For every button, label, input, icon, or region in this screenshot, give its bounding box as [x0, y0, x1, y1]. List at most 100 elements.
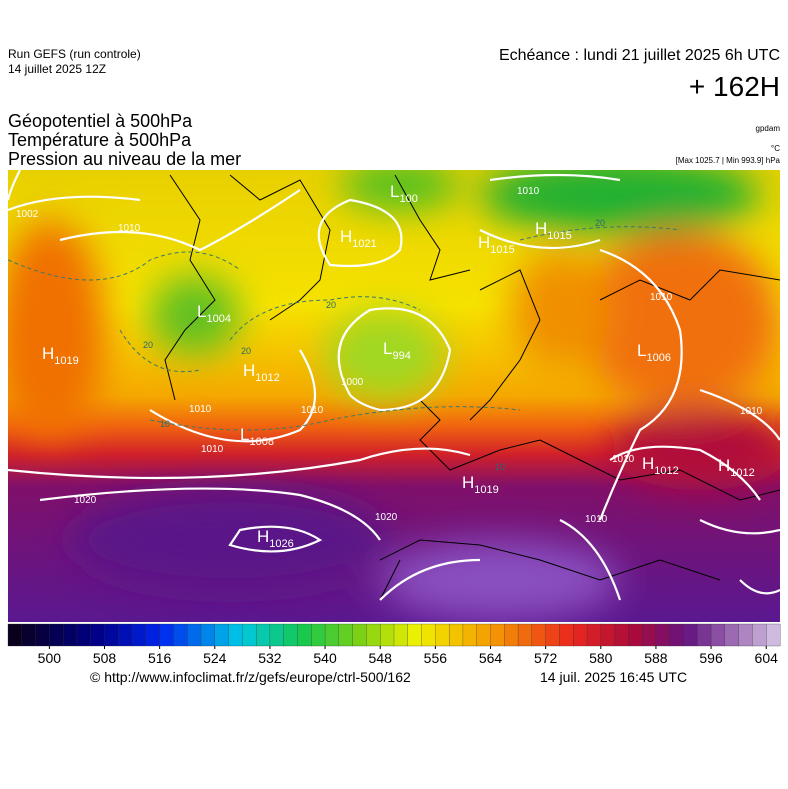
colorbar-swatch [669, 623, 684, 647]
colorbar-swatch [655, 623, 671, 647]
colorbar-swatch [421, 623, 436, 647]
temperature-label: 10 [160, 419, 170, 429]
isobar-label: 1010 [301, 405, 324, 416]
pressure-kind: H [243, 361, 255, 380]
colorbar-swatch [35, 623, 50, 647]
pressure-kind: H [478, 233, 490, 252]
colorbar-swatch [462, 623, 478, 647]
map-title: Température à 500hPa [8, 130, 192, 150]
colorbar-swatch [118, 623, 133, 647]
colorbar-tick-label: 580 [589, 650, 613, 666]
pressure-center: H1012 [718, 456, 755, 479]
pressure-kind: L [240, 425, 249, 444]
isobar-label: 1010 [585, 514, 608, 525]
colorbar-swatch [448, 623, 464, 647]
pressure-value: 1026 [269, 538, 293, 550]
isobar-label: 1010 [612, 454, 635, 465]
colorbar-swatch [517, 623, 533, 647]
colorbar-swatch [297, 623, 312, 647]
colorbar-swatch [531, 623, 547, 647]
pressure-center: H1019 [462, 473, 499, 496]
colorbar-swatch [131, 623, 147, 647]
pressure-center: L1008 [240, 425, 274, 448]
isobar-label: 1010 [201, 444, 224, 455]
pressure-value: 1008 [249, 436, 273, 448]
pressure-value: 1021 [352, 238, 376, 250]
map [8, 170, 780, 622]
pressure-center: H1012 [243, 361, 280, 384]
generated-time: 14 juil. 2025 16:45 UTC [540, 669, 687, 685]
colorbar-swatch [255, 623, 271, 647]
isobar-label: 1020 [375, 512, 398, 523]
pressure-center: H1019 [42, 344, 79, 367]
pressure-center: L994 [383, 339, 411, 362]
run-label: Run GEFS (run controle) [8, 47, 141, 61]
pressure-value: 1019 [474, 484, 498, 496]
colorbar-swatch [407, 623, 423, 647]
pressure-kind: H [340, 227, 352, 246]
colorbar-swatch [710, 623, 726, 647]
colorbar-swatch [504, 623, 519, 647]
colorbar-swatch [228, 623, 243, 647]
colorbar-swatch [752, 623, 767, 647]
colorbar-swatch [724, 623, 740, 647]
pressure-value: 1015 [490, 244, 514, 256]
pressure-kind: H [42, 344, 54, 363]
pressure-center: L100 [390, 182, 418, 205]
colorbar-tick-label: 508 [93, 650, 117, 666]
colorbar-swatch [76, 623, 92, 647]
colorbar-tick-label: 548 [369, 650, 393, 666]
pressure-center: H1026 [257, 527, 294, 550]
isobar-label: 1000 [341, 377, 364, 388]
colorbar-swatch [104, 623, 119, 647]
colorbar-swatch [697, 623, 712, 647]
colorbar-swatch [559, 623, 574, 647]
colorbar-swatch [476, 623, 491, 647]
pressure-center: L1006 [637, 341, 671, 364]
isobar-label: 1010 [650, 292, 673, 303]
colorbar-swatch [766, 623, 781, 647]
colorbar-tick-label: 556 [424, 650, 448, 666]
valid-time: Echéance : lundi 21 juillet 2025 6h UTC [499, 47, 780, 64]
pressure-value: 994 [392, 350, 410, 362]
colorbar-tick-label: 500 [38, 650, 62, 666]
colorbar-swatch [338, 623, 354, 647]
colorbar-tick-label: 588 [644, 650, 668, 666]
colorbar-swatch [269, 623, 285, 647]
colorbar-swatch [366, 623, 381, 647]
isobar-label: 1010 [740, 406, 763, 417]
pressure-value: 1012 [255, 372, 279, 384]
colorbar-swatch [641, 623, 657, 647]
pressure-kind: H [462, 473, 474, 492]
unit-label: [Max 1025.7 | Min 993.9] hPa [676, 156, 781, 165]
colorbar-swatch [214, 623, 230, 647]
pressure-kind: L [197, 302, 206, 321]
source-link: © http://www.infoclimat.fr/z/gefs/europe… [90, 669, 411, 685]
pressure-value: 1015 [547, 230, 571, 242]
colorbar-swatch [490, 623, 505, 647]
pressure-value: 1019 [54, 355, 78, 367]
lead-time: + 162H [689, 71, 780, 102]
colorbar-swatch [545, 623, 560, 647]
colorbar-swatch [62, 623, 78, 647]
colorbar-tick-label: 564 [479, 650, 503, 666]
unit-label: °C [771, 144, 780, 153]
pressure-kind: L [637, 341, 646, 360]
map-title: Géopotentiel à 500hPa [8, 111, 193, 131]
colorbar-swatch [352, 623, 367, 647]
colorbar-swatch [7, 623, 23, 647]
colorbar-swatch [187, 623, 202, 647]
pressure-center: H1015 [535, 219, 572, 242]
pressure-kind: H [718, 456, 730, 475]
colorbar-swatch [380, 623, 395, 647]
pressure-kind: L [383, 339, 392, 358]
pressure-kind: H [535, 219, 547, 238]
map-title: Pression au niveau de la mer [8, 149, 241, 169]
colorbar-swatch [200, 623, 216, 647]
colorbar-tick-label: 532 [258, 650, 282, 666]
isobar-label: 1010 [517, 186, 540, 197]
run-date: 14 juillet 2025 12Z [8, 62, 106, 76]
